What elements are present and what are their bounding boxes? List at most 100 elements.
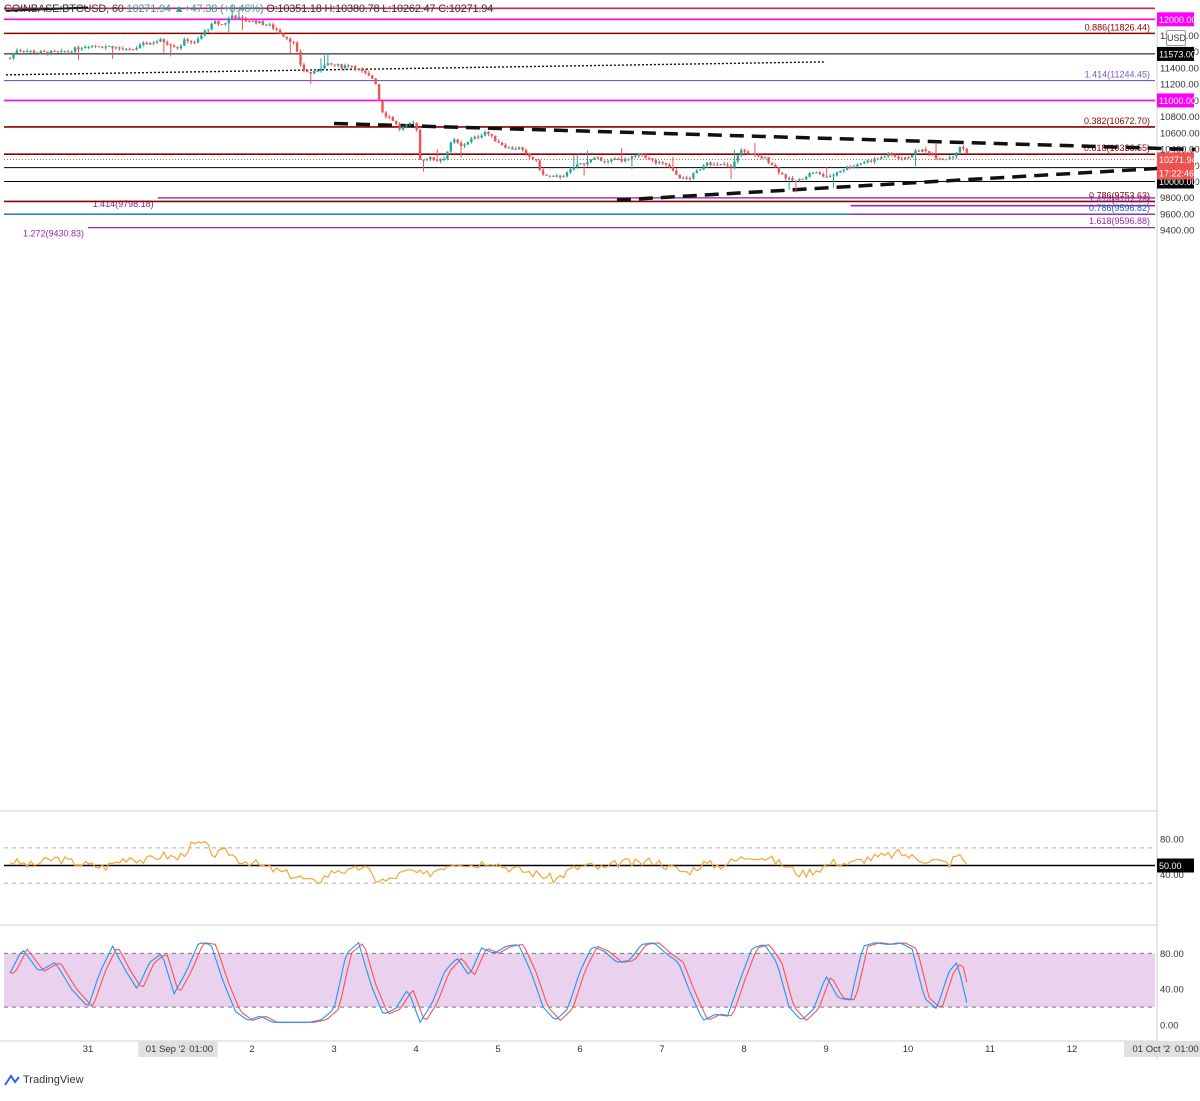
candle <box>699 169 702 171</box>
candle <box>528 152 531 159</box>
candle <box>330 63 333 66</box>
candle <box>678 174 681 179</box>
candle <box>661 160 664 166</box>
candle <box>118 46 121 51</box>
candle <box>688 176 692 181</box>
fib-level-label: 1.272(9430.83) <box>23 229 84 239</box>
candle <box>675 168 678 175</box>
candle <box>774 163 777 168</box>
candle <box>746 150 750 155</box>
candle <box>323 55 326 69</box>
trendline <box>5 61 827 76</box>
rsi-tick-label: 40.00 <box>1160 870 1184 881</box>
candle <box>176 46 179 50</box>
candle <box>258 20 261 24</box>
time-tick-label: 01 Oct '20 <box>1132 1044 1175 1055</box>
stoch-tick-label: 0.00 <box>1160 1021 1179 1032</box>
price-level-badge-label: 10000.00 <box>1159 177 1197 187</box>
candle <box>538 159 541 172</box>
candle <box>326 53 330 66</box>
candle <box>432 156 435 161</box>
rsi-line <box>9 840 968 885</box>
candle <box>504 143 507 149</box>
time-tick-label: 10 <box>903 1044 914 1055</box>
candle <box>740 148 743 157</box>
candle <box>722 161 726 166</box>
candle <box>634 155 637 159</box>
candle <box>377 83 381 102</box>
candle <box>412 120 415 124</box>
candle <box>415 122 418 132</box>
candle <box>131 48 135 51</box>
time-label-badge <box>1124 1041 1184 1057</box>
last-price-header: 10271.94 <box>126 3 171 15</box>
candle <box>880 155 883 160</box>
candle <box>777 166 781 176</box>
candle <box>367 70 371 77</box>
candle <box>97 46 101 48</box>
price-level-badge-label: 11000.00 <box>1159 96 1196 106</box>
candle <box>593 156 596 161</box>
time-tick-label: 12 <box>1067 1044 1078 1055</box>
price-level-badge-label: 12000.00 <box>1159 15 1197 25</box>
candle <box>333 64 336 68</box>
candle <box>763 156 767 159</box>
candle <box>56 50 60 54</box>
candle <box>726 162 729 168</box>
time-tick-label: 4 <box>413 1044 418 1055</box>
price-tick-label: 11200.00 <box>1160 80 1199 91</box>
candle <box>449 141 453 153</box>
candle <box>781 172 784 175</box>
currency-button[interactable]: USD <box>1166 30 1186 46</box>
candle <box>784 173 787 181</box>
candle <box>893 153 897 158</box>
candle <box>285 36 289 41</box>
price-tick-label: 10800.00 <box>1160 112 1200 123</box>
candle <box>381 100 384 114</box>
candle <box>463 143 466 149</box>
candle <box>545 174 548 176</box>
candle <box>565 171 569 178</box>
candle <box>695 169 699 174</box>
stoch-d-line <box>10 942 968 1023</box>
candle <box>319 58 323 73</box>
candle <box>203 29 207 37</box>
candle <box>418 128 422 160</box>
candle <box>702 163 705 171</box>
candle <box>422 159 425 172</box>
candle <box>948 155 951 160</box>
trendline <box>616 164 1192 202</box>
candle <box>476 134 480 140</box>
candle <box>863 160 866 165</box>
candle <box>261 20 265 26</box>
candle <box>818 170 822 176</box>
candle <box>22 50 25 54</box>
candle <box>914 148 917 167</box>
candle <box>613 156 617 161</box>
candle <box>148 42 152 45</box>
candle <box>603 160 606 164</box>
candle <box>186 37 189 44</box>
price-tick-label: 9400.00 <box>1160 226 1194 237</box>
candle <box>309 71 312 84</box>
candle <box>938 158 941 160</box>
candle <box>859 162 863 166</box>
candle <box>196 36 200 44</box>
candle <box>733 149 736 170</box>
time-tick-label: 11 <box>985 1044 995 1055</box>
candle <box>435 149 439 162</box>
candle <box>189 40 193 45</box>
candle <box>227 16 230 34</box>
candle <box>569 167 572 175</box>
candle <box>955 152 958 159</box>
up-arrow-icon: ▲ <box>173 3 185 15</box>
candle <box>200 33 203 40</box>
last-price-badge-label: 10271.94 <box>1159 155 1197 165</box>
brand-label: TradingView <box>23 1074 84 1086</box>
candle <box>839 170 842 174</box>
tradingview-logo[interactable]: TradingView <box>4 1074 84 1086</box>
symbol-name[interactable]: COINBASE:BTCUSD, 60 <box>4 3 124 15</box>
time-label-badge <box>138 1041 199 1057</box>
high-value: H:10380.78 <box>324 3 380 15</box>
